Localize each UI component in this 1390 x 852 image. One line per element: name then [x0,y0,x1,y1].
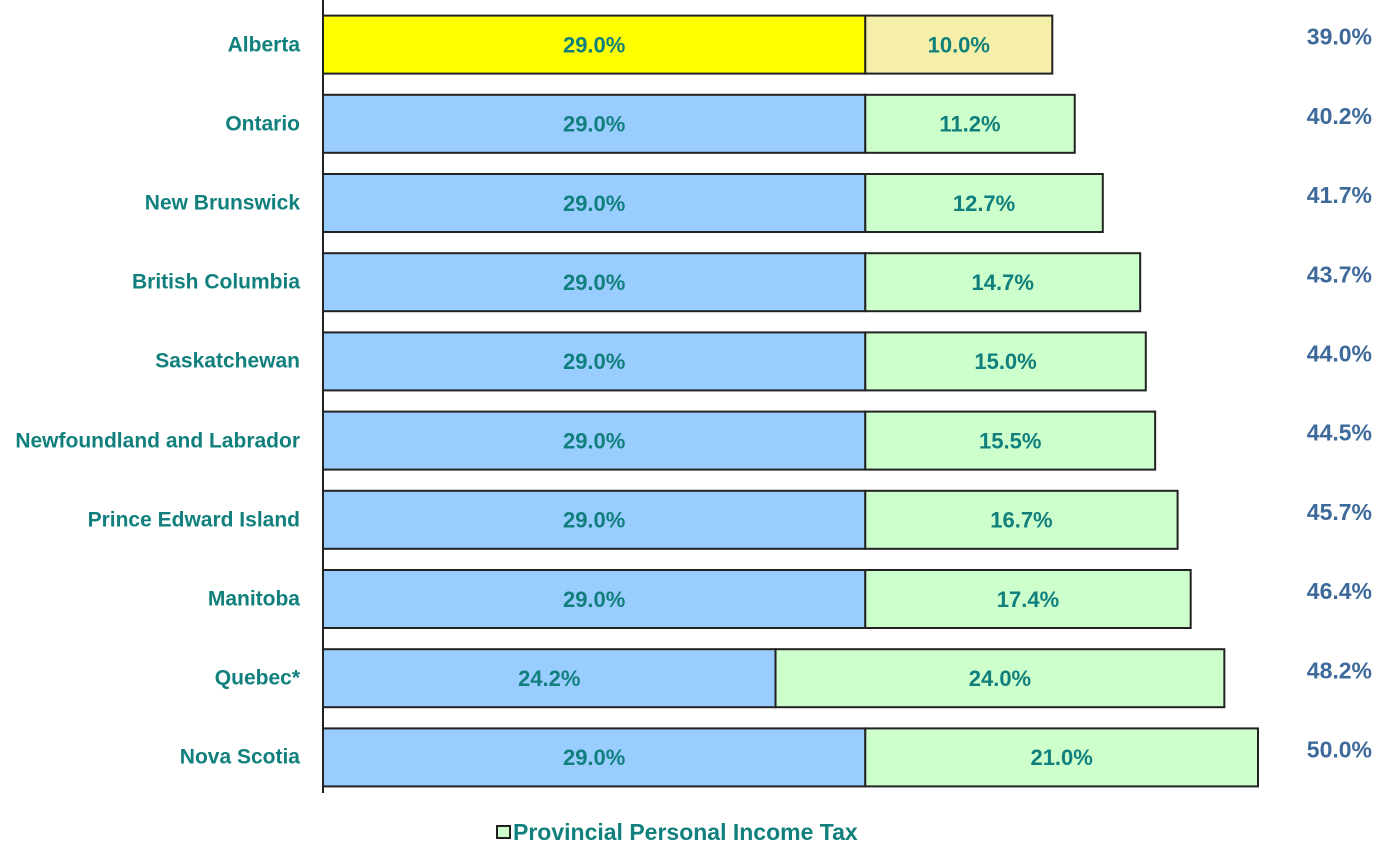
bar-segment [322,93,867,154]
total-label: 46.4% [1307,578,1372,604]
value-label: 29.0% [563,270,625,295]
bar-segment [322,569,867,629]
bar-segment [864,569,1192,629]
bar-segment [322,727,867,788]
value-label: 12.7% [953,191,1015,216]
value-label: 11.2% [939,112,1000,137]
bar-segment [864,410,1157,471]
bar-segment [864,14,1054,75]
bar-segment [864,93,1076,154]
value-label: 15.0% [974,349,1036,374]
total-label: 48.2% [1307,657,1372,683]
category-label: Nova Scotia [179,745,300,769]
bar-segment [322,331,867,392]
total-label: 41.7% [1307,182,1372,208]
bar-segment [864,331,1147,392]
value-label: 29.0% [563,112,625,137]
category-label: Ontario [225,112,300,136]
total-label: 45.7% [1307,499,1372,525]
value-label: 10.0% [928,32,990,57]
value-label: 29.0% [563,587,625,612]
category-label: Newfoundland and Labrador [15,429,300,453]
value-label: 29.0% [563,191,625,216]
bar-segment [322,173,867,233]
bar-segment [864,173,1104,233]
total-label: 43.7% [1307,261,1372,287]
bar-segment [322,410,867,471]
bar-segment [864,252,1142,313]
category-label: New Brunswick [144,191,300,215]
bar-segment [864,727,1259,788]
value-label: 29.0% [563,349,625,374]
bar-segment [774,648,1226,709]
bar-segment [322,489,867,550]
category-label: Manitoba [207,587,300,611]
category-label: Quebec* [214,666,300,690]
value-label: 29.0% [563,508,625,533]
legend-swatch [496,825,511,839]
category-label: Saskatchewan [155,349,300,373]
total-label: 44.5% [1307,420,1372,446]
value-label: 16.7% [990,508,1052,533]
bar-segment [864,489,1179,550]
total-label: 40.2% [1307,103,1372,129]
total-label: 39.0% [1307,24,1372,50]
value-label: 29.0% [563,32,625,57]
value-label: 17.4% [997,587,1059,612]
value-label: 29.0% [563,428,625,453]
bar-segment [322,648,777,709]
legend-label: Provincial Personal Income Tax [513,819,858,845]
value-label: 21.0% [1030,745,1092,770]
value-label: 24.2% [518,666,580,691]
total-label: 50.0% [1307,736,1372,762]
total-label: 44.0% [1307,340,1372,366]
value-label: 14.7% [972,270,1034,295]
category-label: Alberta [227,33,300,57]
value-label: 24.0% [969,666,1031,691]
value-label: 15.5% [979,428,1041,453]
category-label: Prince Edward Island [87,508,300,532]
value-label: 29.0% [563,745,625,770]
category-label: British Columbia [131,270,300,294]
